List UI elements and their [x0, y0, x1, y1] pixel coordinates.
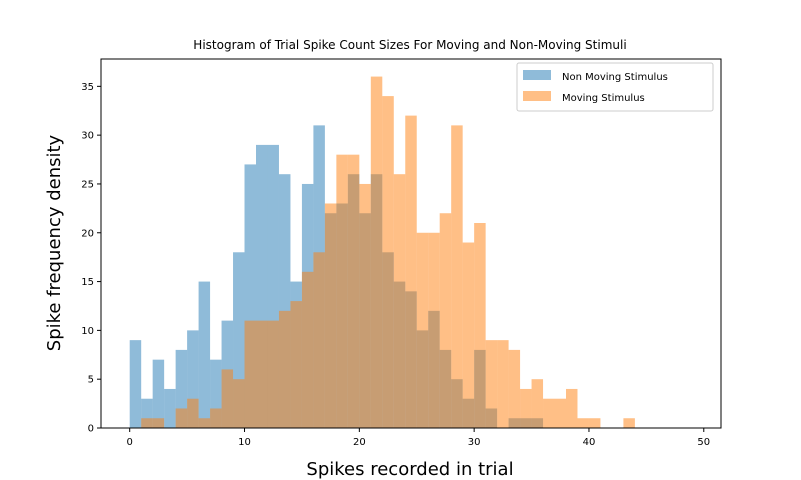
histogram-bar	[566, 388, 578, 428]
histogram-bar	[278, 310, 291, 428]
histogram-bar	[175, 349, 188, 428]
legend-swatch-non-moving	[523, 70, 551, 80]
y-tick-label: 0	[88, 424, 94, 435]
histogram-bar	[588, 418, 601, 428]
histogram-bar	[623, 418, 635, 428]
histogram-bar	[175, 408, 188, 428]
histogram-bar	[198, 281, 211, 428]
histogram-bar	[233, 379, 245, 428]
y-axis-label: Spike frequency density	[44, 134, 65, 351]
histogram-bar	[290, 301, 302, 428]
histogram-bar	[336, 154, 348, 428]
histogram-bar	[141, 398, 153, 428]
y-tick-label: 35	[81, 82, 94, 93]
legend-swatch-moving	[523, 91, 551, 101]
histogram-bar	[313, 252, 325, 428]
histogram-bar	[129, 340, 142, 428]
histogram-bar	[577, 418, 589, 428]
histogram-bar	[382, 96, 394, 428]
plot-frame	[100, 58, 722, 429]
x-tick-label: 10	[238, 437, 251, 448]
x-tick-label: 40	[583, 437, 596, 448]
histogram-bar	[393, 174, 406, 428]
histogram-bar	[474, 223, 486, 428]
histogram-bar	[152, 359, 165, 428]
histogram-bar	[531, 379, 544, 428]
histogram-bar	[164, 388, 176, 428]
y-tick-label: 5	[88, 375, 94, 386]
y-tick-label: 10	[81, 326, 94, 337]
histogram-bar	[462, 242, 475, 428]
chart-title: Histogram of Trial Spike Count Sizes For…	[193, 38, 626, 52]
axes-layer: 0 10 20 30 40 50 0 5 10 15 20 25 30 35	[81, 58, 722, 448]
histogram-bar	[485, 340, 498, 428]
histogram-bar	[256, 144, 268, 428]
histogram-bar	[370, 76, 383, 429]
bars-layer	[129, 76, 635, 429]
histogram-bar	[187, 330, 199, 428]
histogram-bar	[416, 232, 429, 428]
histogram-bar	[210, 408, 222, 428]
histogram-bar	[451, 125, 463, 428]
histogram-bar	[221, 369, 234, 428]
histogram-bar	[508, 349, 521, 428]
y-tick-label: 15	[81, 277, 94, 288]
histogram-bar	[543, 398, 555, 428]
histogram-bar	[497, 340, 509, 428]
y-tick-label: 30	[81, 131, 94, 142]
histogram-bar	[554, 398, 566, 428]
series-moving	[141, 76, 635, 429]
histogram-bar	[439, 213, 452, 428]
histogram-bar	[428, 232, 440, 428]
histogram-bar	[141, 418, 153, 428]
histogram-bar	[405, 115, 417, 428]
legend-frame	[516, 62, 714, 112]
histogram-bar	[520, 388, 532, 428]
x-axis-label: Spikes recorded in trial	[306, 459, 513, 480]
histogram-bar	[152, 418, 165, 428]
x-tick-label: 50	[697, 437, 710, 448]
y-tick-label: 25	[81, 179, 94, 190]
histogram-bar	[244, 320, 256, 428]
legend: Non Moving Stimulus Moving Stimulus	[516, 62, 714, 112]
histogram-bar	[233, 252, 245, 428]
y-tick-label: 20	[81, 228, 94, 239]
x-tick-label: 30	[468, 437, 481, 448]
x-tick-label: 0	[127, 437, 133, 448]
x-tick-label: 20	[353, 437, 366, 448]
histogram-bar	[324, 203, 337, 428]
histogram-bar	[210, 359, 222, 428]
legend-label-moving: Moving Stimulus	[562, 93, 645, 104]
histogram-bar	[244, 164, 256, 428]
histogram-bar	[267, 320, 279, 428]
histogram-bar	[267, 144, 279, 428]
histogram-bar	[359, 183, 371, 428]
histogram-bar	[347, 154, 360, 428]
histogram-bar	[256, 320, 268, 428]
histogram-bar	[301, 271, 314, 428]
legend-label-non-moving: Non Moving Stimulus	[562, 72, 668, 83]
histogram-bar	[198, 418, 211, 428]
histogram-bar	[278, 174, 291, 428]
histogram-bar	[187, 398, 199, 428]
